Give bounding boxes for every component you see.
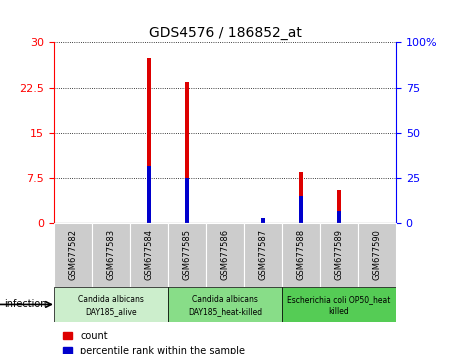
Bar xyxy=(184,81,189,223)
Bar xyxy=(282,223,320,287)
Text: GSM677584: GSM677584 xyxy=(144,229,153,280)
Bar xyxy=(337,211,341,223)
Bar xyxy=(147,57,151,223)
Bar xyxy=(54,287,168,322)
Text: Escherichia coli OP50_heat: Escherichia coli OP50_heat xyxy=(287,295,391,304)
Bar xyxy=(206,223,244,287)
Text: GSM677589: GSM677589 xyxy=(334,229,343,280)
Bar xyxy=(130,223,168,287)
Text: Candida albicans: Candida albicans xyxy=(78,295,144,304)
Bar xyxy=(168,223,206,287)
Bar xyxy=(168,287,282,322)
Legend: count, percentile rank within the sample: count, percentile rank within the sample xyxy=(59,327,249,354)
Bar xyxy=(244,223,282,287)
Bar xyxy=(92,223,130,287)
Bar xyxy=(282,287,396,322)
Text: GSM677585: GSM677585 xyxy=(183,229,192,280)
Text: DAY185_alive: DAY185_alive xyxy=(85,307,137,316)
Text: DAY185_heat-killed: DAY185_heat-killed xyxy=(188,307,262,316)
Bar xyxy=(261,221,265,223)
Bar xyxy=(185,178,189,223)
Text: killed: killed xyxy=(328,307,349,316)
Text: GSM677586: GSM677586 xyxy=(220,229,230,280)
Text: GSM677583: GSM677583 xyxy=(107,229,116,280)
Bar xyxy=(337,190,341,223)
Text: GSM677587: GSM677587 xyxy=(258,229,267,280)
Text: infection: infection xyxy=(4,299,47,309)
Bar xyxy=(358,223,396,287)
Text: GSM677582: GSM677582 xyxy=(68,229,77,280)
Bar xyxy=(299,196,303,223)
Text: GSM677590: GSM677590 xyxy=(373,229,382,280)
Text: Candida albicans: Candida albicans xyxy=(192,295,258,304)
Bar xyxy=(147,166,151,223)
Bar xyxy=(320,223,358,287)
Bar xyxy=(54,223,92,287)
Bar xyxy=(261,218,265,223)
Bar xyxy=(299,172,303,223)
Title: GDS4576 / 186852_at: GDS4576 / 186852_at xyxy=(148,26,302,40)
Text: GSM677588: GSM677588 xyxy=(297,229,306,280)
